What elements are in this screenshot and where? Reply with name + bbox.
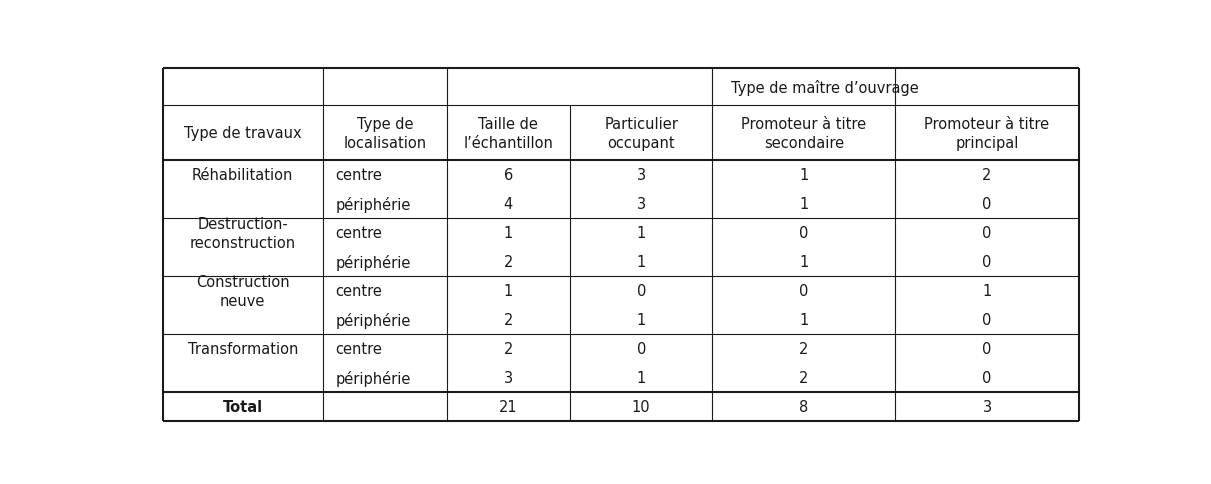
Text: Taille de
l’échantillon: Taille de l’échantillon [464,117,553,151]
Text: 3: 3 [982,399,992,414]
Text: 0: 0 [982,342,992,357]
Text: 0: 0 [982,255,992,270]
Text: 1: 1 [982,284,992,299]
Text: 0: 0 [799,284,809,299]
Text: périphérie: périphérie [335,370,411,386]
Text: 6: 6 [504,168,513,183]
Text: 1: 1 [637,255,645,270]
Text: Promoteur à titre
secondaire: Promoteur à titre secondaire [741,117,866,151]
Text: 3: 3 [637,197,645,212]
Text: 8: 8 [799,399,809,414]
Text: 2: 2 [504,342,513,357]
Text: centre: centre [335,168,381,183]
Text: Total: Total [223,399,263,414]
Text: périphérie: périphérie [335,197,411,212]
Text: centre: centre [335,342,381,357]
Text: Réhabilitation: Réhabilitation [193,168,293,183]
Text: 1: 1 [799,168,809,183]
Text: périphérie: périphérie [335,312,411,328]
Text: 2: 2 [504,313,513,328]
Text: 0: 0 [799,226,809,241]
Text: 0: 0 [982,226,992,241]
Text: 0: 0 [637,284,645,299]
Text: 1: 1 [637,371,645,385]
Text: 2: 2 [799,342,809,357]
Text: 1: 1 [799,197,809,212]
Text: périphérie: périphérie [335,254,411,270]
Text: Type de travaux: Type de travaux [184,126,302,141]
Text: 1: 1 [799,313,809,328]
Text: 4: 4 [504,197,513,212]
Text: Type de
localisation: Type de localisation [343,117,426,151]
Text: 21: 21 [499,399,518,414]
Text: 1: 1 [799,255,809,270]
Text: Construction
neuve: Construction neuve [196,274,289,308]
Text: 10: 10 [632,399,650,414]
Text: 2: 2 [799,371,809,385]
Text: 1: 1 [504,226,513,241]
Text: Promoteur à titre
principal: Promoteur à titre principal [924,117,1050,151]
Text: 1: 1 [637,313,645,328]
Text: 2: 2 [982,168,992,183]
Text: 0: 0 [982,197,992,212]
Text: Transformation: Transformation [188,342,298,357]
Text: 2: 2 [504,255,513,270]
Text: 1: 1 [637,226,645,241]
Text: 1: 1 [504,284,513,299]
Text: Type de maître d’ouvrage: Type de maître d’ouvrage [730,80,918,96]
Text: centre: centre [335,284,381,299]
Text: centre: centre [335,226,381,241]
Text: 0: 0 [982,313,992,328]
Text: 0: 0 [982,371,992,385]
Text: 3: 3 [504,371,513,385]
Text: 3: 3 [637,168,645,183]
Text: 0: 0 [637,342,645,357]
Text: Destruction-
reconstruction: Destruction- reconstruction [190,216,295,250]
Text: Particulier
occupant: Particulier occupant [604,117,678,151]
